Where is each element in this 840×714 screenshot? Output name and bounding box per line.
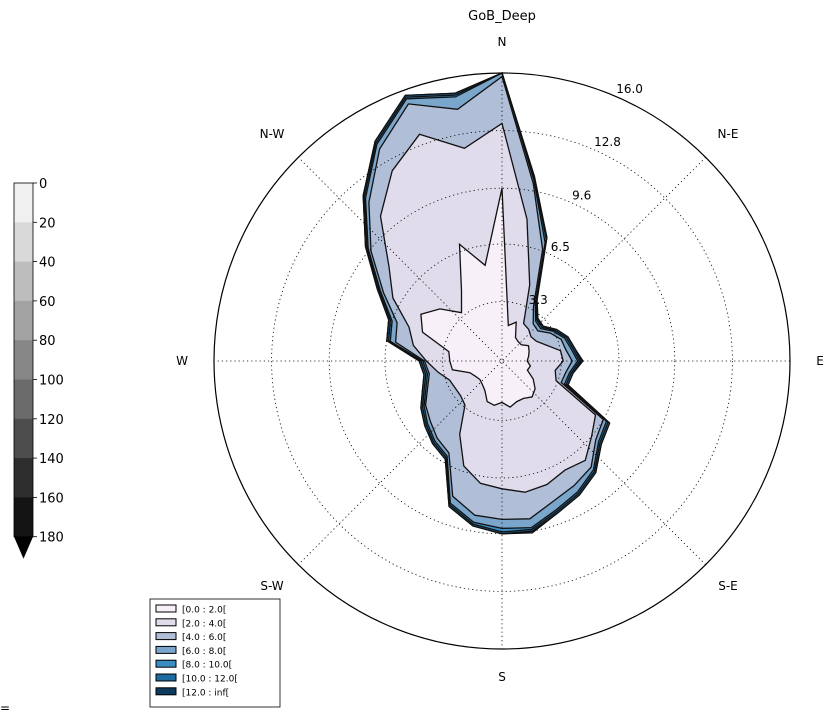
direction-label: S: [498, 670, 506, 684]
grid-circle: [384, 243, 620, 479]
legend-swatch: [155, 687, 177, 696]
colorbar-segment: [14, 497, 33, 538]
legend-swatch: [155, 673, 177, 682]
colorbar-tick-label: 20: [39, 216, 56, 231]
radial-tick-label: 12.8: [594, 135, 621, 149]
direction-labels: N N-E E S-E S S-W W N-W: [176, 35, 824, 684]
colorbar-tick-label: 80: [39, 334, 56, 349]
colorbar: 0 20 40 60 80 100 120 140 160 180: [13, 177, 64, 559]
direction-label: N: [498, 35, 507, 49]
legend-swatch: [155, 632, 177, 641]
legend-swatch: [155, 645, 177, 654]
direction-label: S-W: [260, 579, 283, 593]
chart-title: GoB_Deep: [468, 9, 536, 24]
colorbar-segment: [14, 379, 33, 420]
colorbar-segment: [14, 458, 33, 498]
grid-spoke: [298, 157, 706, 565]
legend-label: [6.0 : 8.0[: [182, 647, 226, 657]
grid-circle: [271, 130, 733, 592]
grid-circle: [328, 187, 676, 535]
colorbar-segment: [14, 222, 33, 263]
legend: [0.0 : 2.0[ [2.0 : 4.0[ [4.0 : 6.0[ [6.0 : …: [149, 598, 281, 708]
colorbar-segment: [14, 261, 33, 302]
legend-label: [2.0 : 4.0[: [182, 619, 226, 629]
radial-tick-labels: 3.3 6.5 9.6 12.8 16.0: [529, 82, 643, 307]
legend-label: [4.0 : 6.0[: [182, 633, 226, 643]
polar-plot: N N-E E S-E S S-W W N-W 3.3 6.5 9.6 12.8 16.0: [176, 35, 824, 684]
direction-label: N-E: [718, 127, 739, 141]
legend-label: [0.0 : 2.0[: [182, 606, 226, 616]
colorbar-frame: [13, 182, 34, 538]
radial-tick-label: 3.3: [529, 293, 548, 307]
legend-label: [12.0 : inf[: [182, 688, 229, 698]
colorbar-segment: [14, 418, 33, 459]
colorbar-segment: [14, 183, 33, 223]
colorbar-segment: [14, 300, 33, 341]
colorbar-tick-label: 120: [39, 413, 64, 428]
colorbar-tick-label: 60: [39, 295, 56, 310]
direction-label: W: [176, 354, 188, 368]
radial-tick-label: 6.5: [551, 240, 570, 254]
colorbar-tick-label: 0: [39, 177, 47, 192]
band-0: [420, 188, 536, 408]
colorbar-tick-label: 160: [39, 491, 64, 506]
colorbar-tick-label: 40: [39, 256, 56, 271]
grid-spoke: [298, 157, 706, 565]
outer-circle: [213, 72, 791, 650]
legend-label: [8.0 : 10.0[: [182, 661, 232, 671]
colorbar-tick-label: 100: [39, 374, 64, 389]
colorbar-tick-label: 180: [39, 531, 64, 546]
colorbar-extend: [14, 536, 33, 559]
legend-swatch: [155, 659, 177, 668]
stray-text: =: [0, 701, 10, 714]
legend-swatch: [155, 604, 177, 613]
legend-swatch: [155, 618, 177, 627]
direction-label: N-W: [260, 127, 285, 141]
direction-label: S-E: [718, 579, 738, 593]
radial-tick-label: 16.0: [616, 82, 643, 96]
legend-label: [10.0 : 12.0[: [182, 675, 238, 685]
grid-circle: [442, 301, 562, 421]
colorbar-tick-label: 140: [39, 452, 64, 467]
colorbar-segment: [14, 340, 33, 380]
radial-grid: [214, 73, 790, 649]
speed-bands: [362, 72, 611, 535]
radial-tick-label: 9.6: [572, 188, 591, 202]
direction-label: E: [816, 354, 824, 368]
